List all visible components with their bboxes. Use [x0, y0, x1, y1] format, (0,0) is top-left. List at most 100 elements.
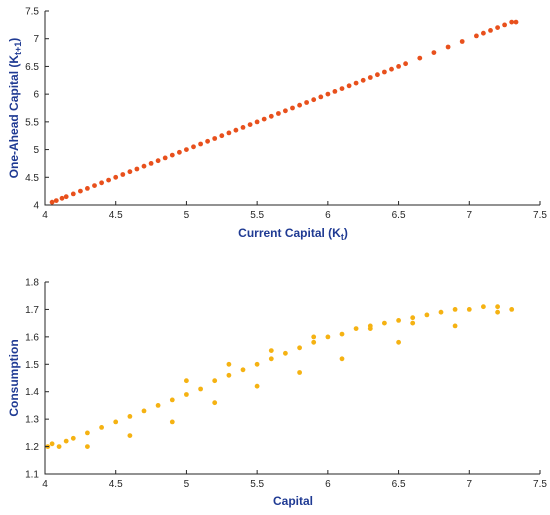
x-tick-label: 5	[184, 210, 190, 221]
data-point	[198, 386, 204, 392]
data-point	[99, 180, 104, 186]
data-point	[177, 149, 182, 155]
data-point	[85, 444, 90, 449]
data-point	[382, 69, 387, 75]
data-point	[481, 30, 486, 36]
y-axis-label-bottom: Consumption	[7, 339, 21, 416]
data-point	[127, 414, 133, 419]
y-ticks-top: 4 4.5 5 5.5 6 6.5 7 7.5	[25, 7, 49, 212]
data-point	[70, 435, 76, 441]
data-point	[431, 50, 437, 55]
data-point	[261, 116, 267, 122]
data-point	[445, 44, 451, 50]
x-axis-label-top: Current Capital (Kt)	[238, 226, 348, 242]
data-point	[297, 102, 302, 108]
chart-bottom: 4 4.5 5 5.5 6 6.5 7 7.5 1.11.21.31.41.51.61.71.…	[7, 278, 547, 509]
data-point	[184, 378, 189, 384]
chart-top: 4 4.5 5 5.5 6 6.5 7 7.5 4 4.5 5 5.5 6 6.5 7 7.5 Curren…	[7, 7, 547, 243]
data-point	[452, 323, 458, 329]
data-point	[113, 419, 119, 425]
data-point	[240, 125, 246, 130]
data-point	[297, 345, 302, 351]
y-tick-label: 5.5	[25, 117, 39, 128]
data-point	[268, 113, 274, 119]
data-point	[396, 64, 401, 69]
data-point	[459, 39, 465, 44]
data-point	[85, 186, 90, 191]
data-point	[205, 138, 211, 144]
x-ticks-top: 4 4.5 5 5.5 6 6.5 7 7.5	[42, 201, 547, 221]
data-point	[148, 161, 154, 166]
data-point	[155, 158, 161, 164]
data-point	[311, 334, 317, 340]
data-point	[212, 400, 218, 406]
data-point	[240, 367, 246, 373]
data-point	[318, 94, 324, 100]
y-tick-label: 1.2	[25, 442, 39, 453]
data-point	[339, 356, 345, 362]
scatter-series-bottom	[45, 304, 515, 449]
data-point	[254, 361, 260, 367]
y-tick-label: 5	[33, 145, 39, 156]
data-point	[438, 309, 444, 315]
data-point	[247, 122, 253, 127]
data-point	[226, 372, 232, 378]
x-tick-label: 4.5	[109, 210, 123, 221]
data-point	[495, 25, 500, 30]
data-point	[191, 144, 196, 150]
data-point	[254, 119, 260, 125]
y-tick-label: 1.7	[25, 305, 39, 316]
data-point	[353, 326, 359, 331]
data-point	[155, 403, 161, 408]
x-tick-label: 5	[184, 479, 190, 490]
data-point	[226, 361, 232, 367]
x-tick-label: 4	[42, 210, 48, 221]
data-point	[70, 191, 76, 197]
x-axis-label-bottom: Capital	[273, 494, 313, 508]
data-point	[389, 66, 394, 72]
data-point	[452, 307, 458, 312]
data-point	[481, 304, 486, 310]
data-point	[63, 194, 69, 200]
y-tick-label: 1.4	[25, 387, 39, 398]
data-point	[92, 183, 97, 189]
data-point	[106, 177, 111, 183]
x-tick-label: 5.5	[250, 479, 264, 490]
data-point	[268, 348, 274, 353]
data-point	[169, 419, 175, 425]
data-point	[49, 441, 55, 447]
data-point	[382, 320, 387, 326]
data-point	[509, 19, 515, 25]
data-point	[113, 174, 119, 180]
y-tick-label: 7	[33, 34, 39, 45]
y-tick-label: 4.5	[25, 173, 39, 184]
data-point	[339, 331, 345, 337]
data-point	[127, 433, 133, 438]
x-tick-label: 4.5	[109, 479, 123, 490]
data-point	[360, 77, 366, 83]
data-point	[325, 91, 331, 97]
data-point	[212, 136, 218, 141]
y-tick-label: 7.5	[25, 7, 39, 18]
data-point	[85, 430, 90, 436]
x-ticks-bottom: 4 4.5 5 5.5 6 6.5 7 7.5	[42, 470, 547, 490]
x-tick-label: 7.5	[533, 210, 547, 221]
x-tick-label: 6	[325, 479, 331, 490]
data-point	[59, 195, 65, 201]
data-point	[410, 315, 416, 321]
data-point	[509, 307, 515, 312]
data-point	[297, 370, 302, 375]
data-point	[198, 141, 204, 147]
data-point	[396, 318, 401, 323]
data-point	[424, 312, 430, 318]
data-point	[283, 350, 288, 356]
data-point	[141, 408, 147, 414]
data-point	[212, 378, 218, 384]
data-point	[120, 172, 126, 177]
data-point	[353, 80, 359, 86]
data-point	[162, 155, 168, 161]
data-point	[325, 334, 331, 340]
x-tick-label: 6	[325, 210, 331, 221]
data-point	[56, 444, 62, 449]
data-point	[367, 326, 373, 331]
